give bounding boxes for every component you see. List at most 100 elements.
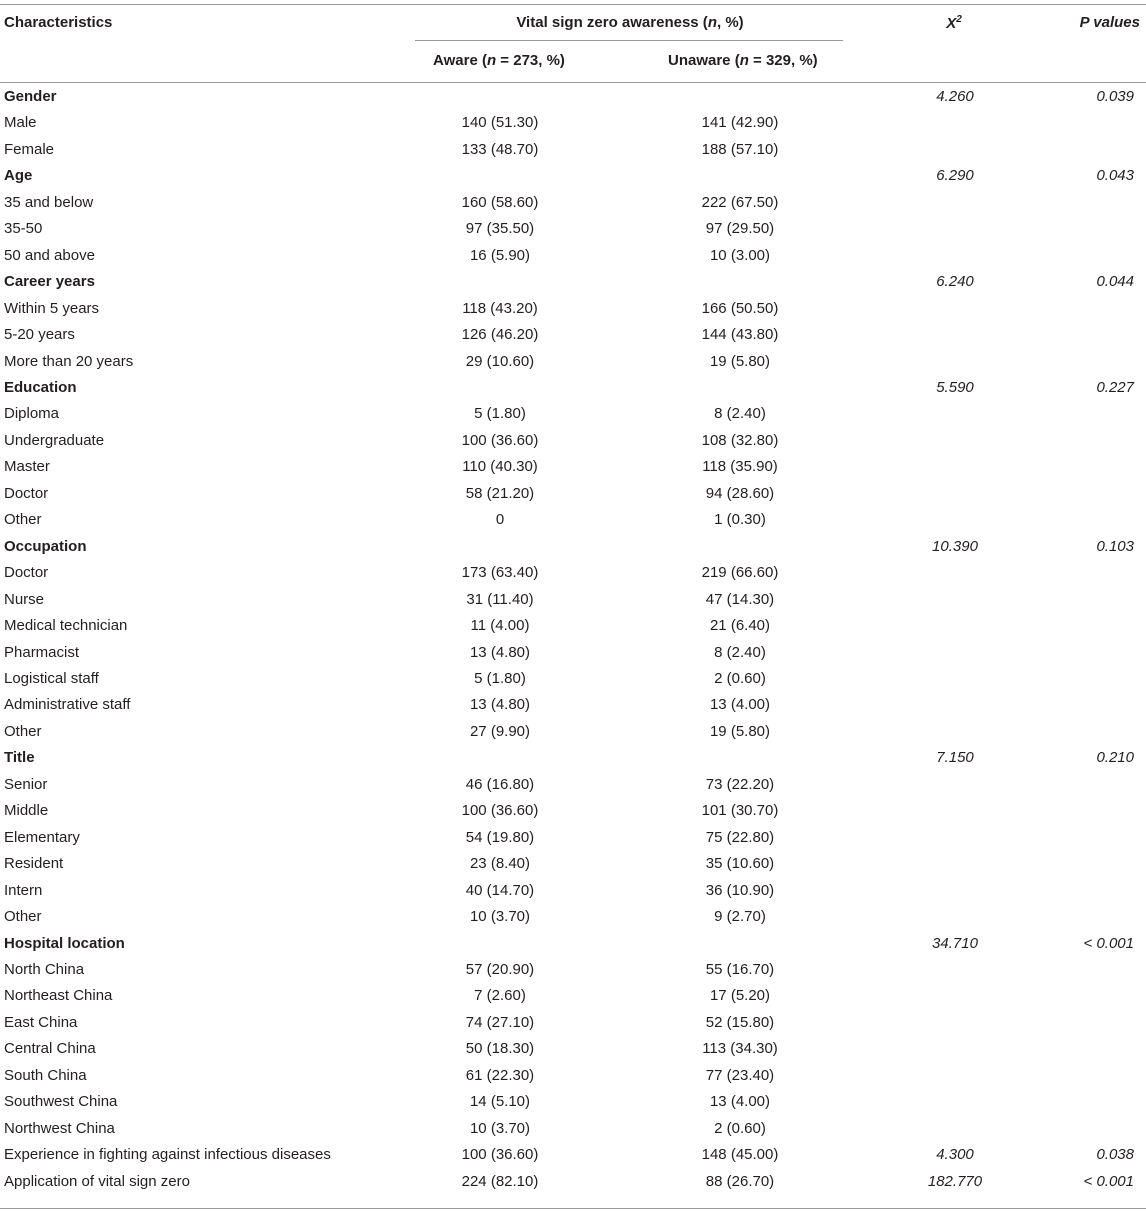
table-row: Logistical staff 5 (1.80) 2 (0.60) (0, 666, 1146, 692)
table-group-row: Hospital location 34.710 < 0.001 (0, 931, 1146, 957)
p-value-cell (1010, 825, 1146, 851)
unaware-cell: 19 (5.80) (709, 722, 771, 740)
aware-cell: 23 (8.40) (469, 855, 531, 873)
table-row: Female 133 (48.70) 188 (57.10) (0, 137, 1146, 163)
unaware-cell: 94 (28.60) (705, 484, 775, 502)
unaware-cell: 13 (4.00) (709, 1093, 771, 1111)
unaware-cell: 2 (0.60) (714, 1119, 766, 1137)
chi-square-cell (900, 983, 1010, 1009)
p-value-cell: < 0.001 (1083, 934, 1134, 952)
table-row: 50 and above 16 (5.90) 10 (3.00) (0, 243, 1146, 269)
characteristic-cell: Central China (4, 1040, 96, 1058)
p-value-cell: 0.044 (1096, 273, 1134, 291)
unaware-cell (580, 931, 900, 957)
aware-cell: 97 (35.50) (465, 220, 535, 238)
characteristic-cell: 35 and below (4, 193, 94, 211)
p-value-cell (1010, 454, 1146, 480)
unaware-cell: 77 (23.40) (705, 1066, 775, 1084)
table-row: Resident 23 (8.40) 35 (10.60) (0, 851, 1146, 877)
p-value-cell: 0.227 (1096, 378, 1134, 396)
unaware-cell: 35 (10.60) (705, 855, 775, 873)
chi-square-cell (900, 428, 1010, 454)
p-value-cell (1010, 692, 1146, 718)
aware-cell: 54 (19.80) (465, 828, 535, 846)
header-unaware: Unaware (n = 329, %) (668, 52, 818, 69)
unaware-cell: 8 (2.40) (714, 643, 766, 661)
p-value-cell (1010, 560, 1146, 586)
chi-square-cell (900, 1089, 1010, 1115)
characteristic-cell: Administrative staff (4, 696, 131, 714)
table-row: 5-20 years 126 (46.20) 144 (43.80) (0, 322, 1146, 348)
p-value-cell (1010, 851, 1146, 877)
chi-square-cell (900, 1063, 1010, 1089)
table-group-row: Education 5.590 0.227 (0, 375, 1146, 401)
aware-cell: 58 (21.20) (465, 484, 535, 502)
characteristic-cell: Northwest China (4, 1119, 115, 1137)
p-value-cell (1010, 243, 1146, 269)
table-row: Doctor 58 (21.20) 94 (28.60) (0, 481, 1146, 507)
p-value-cell (1010, 613, 1146, 639)
characteristic-cell: Other (4, 908, 42, 926)
chi-square-cell (900, 296, 1010, 322)
characteristic-cell: Male (4, 114, 37, 132)
p-value-cell (1010, 719, 1146, 745)
aware-cell: 118 (43.20) (462, 299, 538, 317)
p-value-cell (1010, 772, 1146, 798)
table-row: Medical technician 11 (4.00) 21 (6.40) (0, 613, 1146, 639)
table-body: Gender 4.260 0.039 Male 140 (51.30) 141 (42.9… (0, 84, 1146, 1195)
aware-cell: 140 (51.30) (461, 114, 539, 132)
header-aware: Aware (n = 273, %) (433, 52, 565, 69)
characteristic-cell: 5-20 years (4, 326, 75, 344)
chi-square-cell (900, 878, 1010, 904)
aware-cell: 100 (36.60) (461, 802, 539, 820)
unaware-cell: 88 (26.70) (705, 1172, 775, 1190)
table-row: Other 27 (9.90) 19 (5.80) (0, 719, 1146, 745)
chi-square-cell (900, 772, 1010, 798)
characteristic-cell: Senior (4, 775, 48, 793)
unaware-cell: 1 (0.30) (714, 511, 766, 529)
chi-square-cell (900, 1036, 1010, 1062)
characteristic-cell: Intern (4, 881, 43, 899)
chi-square-cell (900, 666, 1010, 692)
aware-cell (420, 163, 580, 189)
p-value-cell (1010, 904, 1146, 930)
p-value-cell (1010, 137, 1146, 163)
aware-cell: 10 (3.70) (469, 908, 531, 926)
p-value-cell: 0.039 (1096, 88, 1134, 105)
chi-square-cell (900, 110, 1010, 136)
table-row: Elementary 54 (19.80) 75 (22.80) (0, 825, 1146, 851)
aware-cell: 13 (4.80) (469, 643, 531, 661)
unaware-cell: 118 (35.90) (702, 458, 778, 476)
unaware-cell: 148 (45.00) (701, 1146, 779, 1164)
unaware-cell: 13 (4.00) (709, 696, 771, 714)
characteristic-cell: 35-50 (4, 220, 43, 238)
characteristic-cell: Experience in fighting against infectiou… (4, 1146, 331, 1164)
aware-cell (420, 269, 580, 295)
characteristic-cell: Northeast China (4, 987, 113, 1005)
data-table: Gender 4.260 0.039 Male 140 (51.30) 141 (42.9… (0, 84, 1146, 1195)
table-group-row: Gender 4.260 0.039 (0, 84, 1146, 110)
p-value-cell (1010, 428, 1146, 454)
characteristic-cell: Southwest China (4, 1093, 118, 1111)
characteristic-cell: Diploma (4, 405, 60, 423)
chi-square-cell (900, 640, 1010, 666)
unaware-cell: 101 (30.70) (701, 802, 779, 820)
p-value-cell: 0.103 (1096, 537, 1134, 555)
unaware-cell: 219 (66.60) (701, 564, 779, 582)
characteristic-cell: 50 and above (4, 246, 95, 264)
chi-square-cell: 6.290 (936, 167, 974, 185)
aware-cell (420, 931, 580, 957)
characteristic-cell: Other (4, 511, 42, 529)
unaware-cell: 222 (67.50) (701, 193, 779, 211)
table-row: More than 20 years 29 (10.60) 19 (5.80) (0, 349, 1146, 375)
table-row: 35-50 97 (35.50) 97 (29.50) (0, 216, 1146, 242)
aware-cell: 16 (5.90) (469, 246, 531, 264)
aware-cell: 61 (22.30) (465, 1066, 535, 1084)
chi-square-cell (900, 1116, 1010, 1142)
table-row: Within 5 years 118 (43.20) 166 (50.50) (0, 296, 1146, 322)
characteristic-cell: North China (4, 960, 85, 978)
chi-square-cell (900, 957, 1010, 983)
chi-square-cell (900, 454, 1010, 480)
aware-cell: 173 (63.40) (461, 564, 539, 582)
p-value-cell (1010, 216, 1146, 242)
